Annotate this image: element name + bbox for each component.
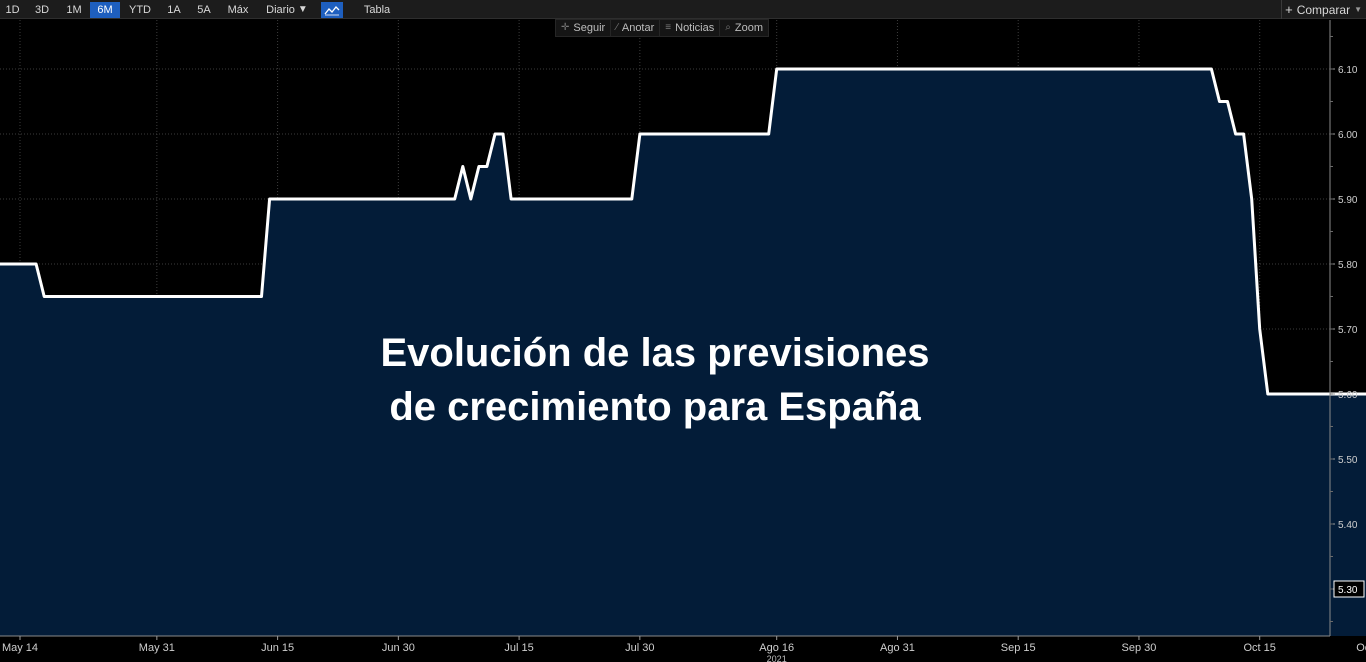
follow-button[interactable]: ✛ Seguir bbox=[556, 20, 612, 36]
crosshair-icon: ✛ bbox=[561, 22, 570, 33]
range-max-button[interactable]: Máx bbox=[227, 4, 249, 16]
last-value-box bbox=[1333, 580, 1365, 598]
last-value-marker: 5.30 bbox=[1333, 580, 1365, 598]
overlay-title-line-2: de crecimiento para España bbox=[389, 385, 921, 429]
annotate-button[interactable]: ∕ Anotar bbox=[611, 20, 661, 36]
x-tick-label: Jul 15 bbox=[504, 642, 533, 654]
x-tick-label: Ago 16 bbox=[759, 642, 794, 654]
line-chart-icon bbox=[324, 6, 340, 16]
news-button[interactable]: ≡ Noticias bbox=[660, 20, 721, 36]
follow-label: Seguir bbox=[573, 22, 606, 34]
range-1a-button[interactable]: 1A bbox=[167, 4, 181, 16]
range-1m-button[interactable]: 1M bbox=[66, 4, 82, 16]
last-value-label: 5.30 bbox=[1338, 585, 1358, 596]
x-tick-label: May 31 bbox=[139, 642, 175, 654]
series-area bbox=[0, 69, 1366, 636]
y-tick-label: 6.00 bbox=[1338, 130, 1358, 141]
x-tick-label: Jun 30 bbox=[382, 642, 415, 654]
news-icon: ≡ bbox=[665, 22, 672, 33]
zoom-button[interactable]: ⌕ Zoom bbox=[720, 20, 768, 36]
y-tick-label: 5.70 bbox=[1338, 325, 1358, 336]
toolbar-divider bbox=[1281, 0, 1282, 19]
line-chart-toggle[interactable] bbox=[321, 2, 343, 18]
x-tick-label: Oct 15 bbox=[1243, 642, 1275, 654]
x-tick-label: Sep 15 bbox=[1001, 642, 1036, 654]
annotation-toolbar: ✛ Seguir ∕ Anotar ≡ Noticias ⌕ Zoom bbox=[555, 19, 769, 37]
table-button[interactable]: Tabla bbox=[363, 4, 391, 16]
x-tick-label: Oct 29 bbox=[1356, 642, 1366, 654]
frequency-dropdown[interactable]: Diario ▼ bbox=[259, 2, 315, 18]
range-3d-button[interactable]: 3D bbox=[34, 4, 50, 16]
y-tick-label: 5.60 bbox=[1338, 390, 1358, 401]
overlay-title-line-1: Evolución de las previsiones bbox=[380, 331, 930, 375]
top-toolbar: 1D 3D 1M 6M YTD 1A 5A Máx Diario ▼ Tabla… bbox=[0, 0, 1366, 19]
chevron-down-icon: ▼ bbox=[297, 4, 308, 15]
x-tick-label: Sep 30 bbox=[1122, 642, 1157, 654]
news-label: Noticias bbox=[675, 22, 715, 34]
compare-button[interactable]: + Comparar ▼ bbox=[1285, 2, 1362, 18]
annotate-label: Anotar bbox=[621, 22, 655, 34]
x-axis-year-label: 2021 bbox=[767, 654, 787, 662]
range-ytd-button[interactable]: YTD bbox=[129, 4, 151, 16]
zoom-label: Zoom bbox=[734, 22, 763, 34]
range-1d-button[interactable]: 1D bbox=[5, 4, 20, 16]
magnifier-icon: ⌕ bbox=[725, 22, 731, 33]
caret-down-icon: ▼ bbox=[1354, 5, 1362, 14]
pencil-icon: ∕ bbox=[616, 22, 618, 33]
plus-icon: + bbox=[1285, 2, 1293, 17]
y-tick-label: 5.80 bbox=[1338, 260, 1358, 271]
y-tick-label: 5.40 bbox=[1338, 520, 1358, 531]
x-axis-ticks: May 14 May 31 Jun 15 Jun 30 Jul 15 Jul 30 Ago … bbox=[2, 636, 1366, 654]
frequency-label: Diario bbox=[266, 4, 295, 16]
overlay-title: Evolución de las previsiones de crecimie… bbox=[330, 326, 980, 434]
x-tick-label: Ago 31 bbox=[880, 642, 915, 654]
y-tick-label: 6.10 bbox=[1338, 65, 1358, 76]
range-6m-button[interactable]: 6M bbox=[90, 2, 120, 18]
x-tick-label: Jul 30 bbox=[625, 642, 654, 654]
x-tick-label: May 14 bbox=[2, 642, 38, 654]
compare-label: Comparar bbox=[1296, 3, 1351, 17]
y-tick-label: 5.90 bbox=[1338, 195, 1358, 206]
y-tick-label: 5.50 bbox=[1338, 455, 1358, 466]
series-line bbox=[0, 67, 1366, 396]
range-5a-button[interactable]: 5A bbox=[197, 4, 211, 16]
x-tick-label: Jun 15 bbox=[261, 642, 294, 654]
